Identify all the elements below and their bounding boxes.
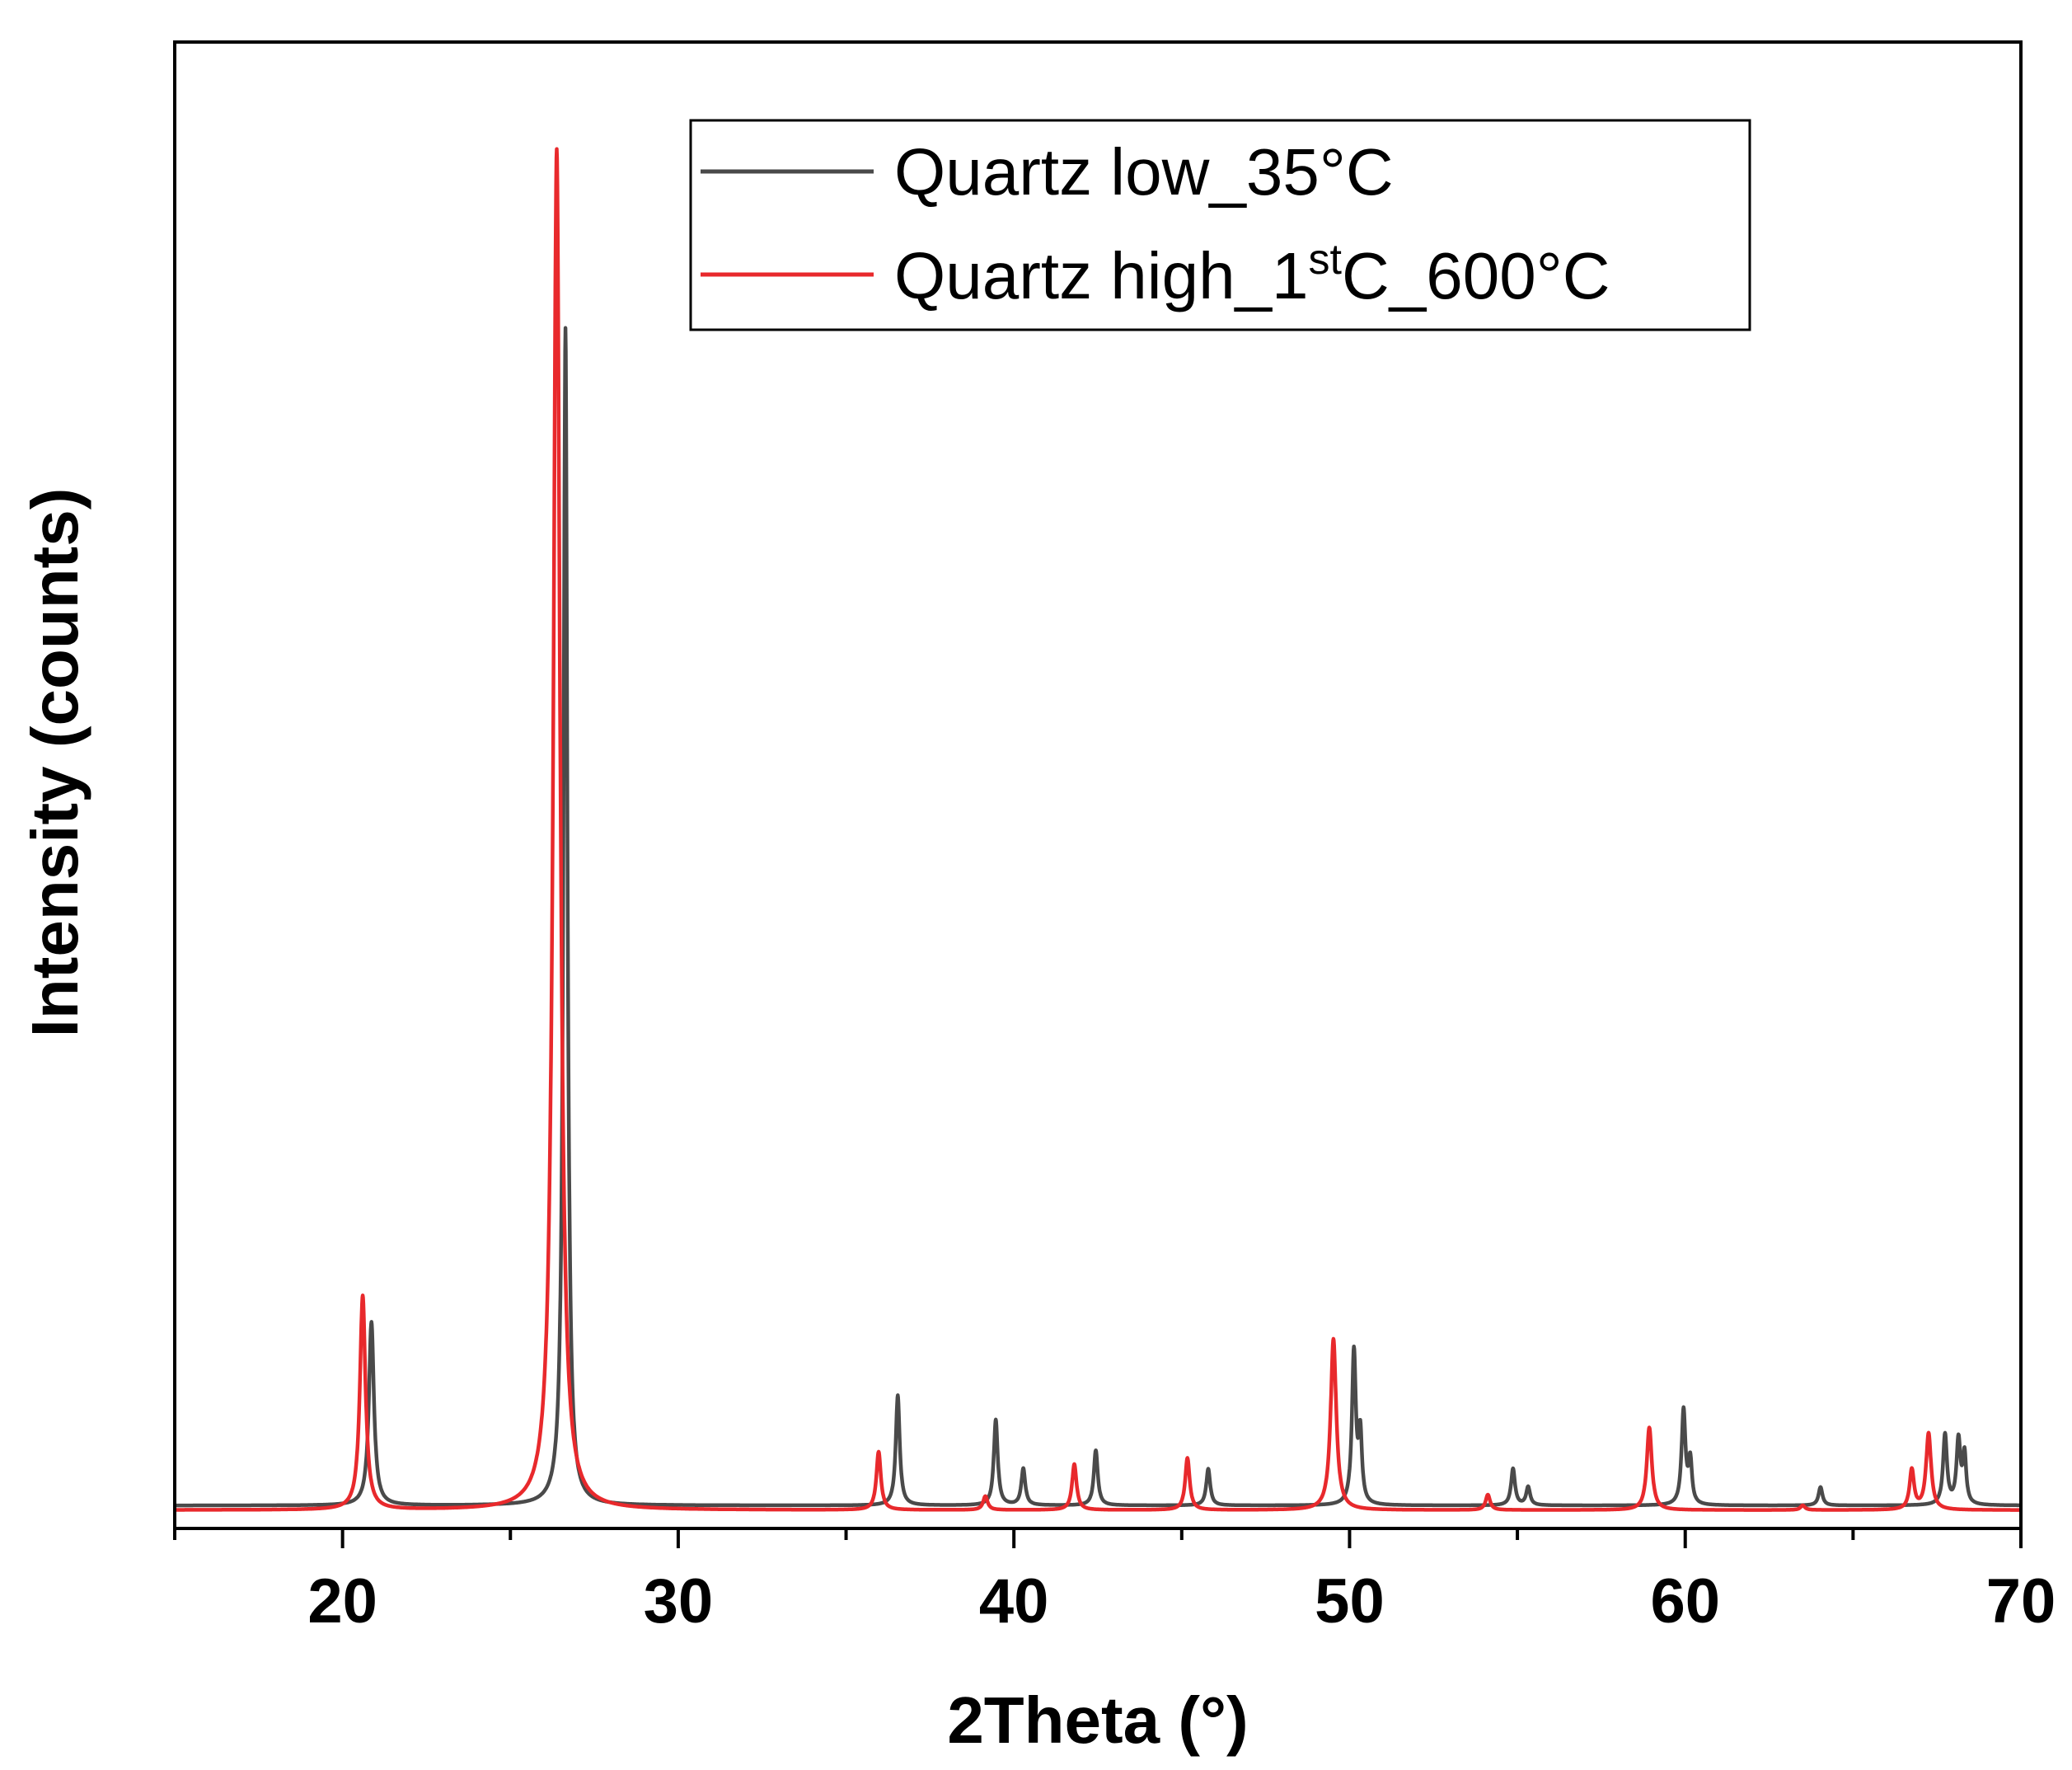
x-ticks: 20 30 40 50 60 70: [173, 1528, 2056, 1636]
legend-label-high: Quartz high_1stC_600°C: [894, 236, 1610, 312]
x-axis-title: 2Theta (°): [947, 1683, 1248, 1757]
y-axis-title: Intensity (counts): [18, 488, 91, 1038]
x-tick-label: 50: [1315, 1566, 1385, 1636]
x-tick-label: 20: [307, 1566, 377, 1636]
plot-frame: [173, 40, 2023, 1530]
series-line-quartz-high: [173, 147, 2023, 1512]
series-layer: [173, 147, 2023, 1512]
x-tick-label: 60: [1650, 1566, 1720, 1636]
x-tick-label: 70: [1986, 1566, 2056, 1636]
x-tick-label: 40: [979, 1566, 1049, 1636]
legend-box: [689, 119, 1751, 331]
legend-label-low: Quartz low_35°C: [894, 135, 1394, 209]
legend: Quartz low_35°C Quartz high_1stC_600°C: [689, 119, 1751, 331]
legend-label-high-suffix: C_600°C: [1342, 239, 1610, 312]
x-tick-label: 30: [644, 1566, 714, 1636]
legend-label-high-prefix: Quartz high_1: [894, 239, 1309, 312]
legend-label-high-sup: st: [1309, 236, 1343, 284]
